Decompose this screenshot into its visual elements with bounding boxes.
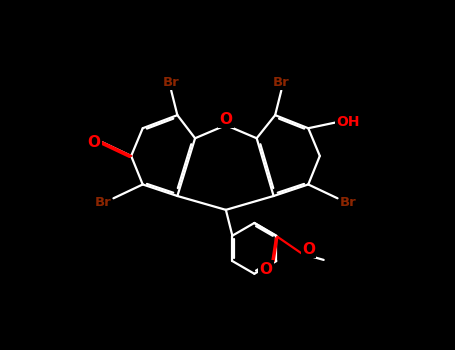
Text: O: O <box>302 241 315 257</box>
Text: Br: Br <box>340 196 357 209</box>
Text: OH: OH <box>337 115 360 129</box>
Text: Br: Br <box>163 76 180 89</box>
Text: O: O <box>259 262 273 276</box>
Text: O: O <box>219 112 233 126</box>
Text: O: O <box>88 135 101 149</box>
Text: Br: Br <box>94 196 111 209</box>
Text: Br: Br <box>273 76 290 89</box>
